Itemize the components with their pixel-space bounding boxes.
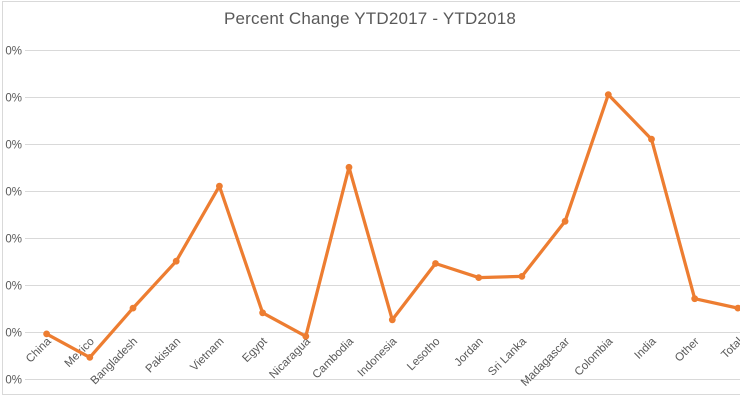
y-tick-label: 0%	[5, 187, 22, 199]
x-axis-label: Indonesia	[356, 335, 400, 379]
data-point-marker	[691, 295, 699, 303]
y-tick-label: 0%	[5, 328, 22, 340]
data-point-marker	[648, 135, 655, 143]
y-tick-label: 0%	[5, 375, 22, 387]
x-axis-label: Lesotho	[405, 336, 442, 373]
data-point-marker	[345, 163, 353, 171]
x-axis-label: Total	[719, 336, 740, 362]
x-axis-label: China	[24, 335, 54, 365]
data-point-marker	[216, 182, 223, 190]
data-point-marker	[302, 332, 310, 340]
x-axis-label: Nicaragua	[267, 335, 313, 381]
x-axis-label: Egypt	[240, 335, 270, 365]
data-point-marker	[172, 257, 180, 265]
data-point-marker	[475, 274, 483, 281]
data-point-marker	[518, 273, 526, 280]
chart-title: Percent Change YTD2017 - YTD2018	[223, 9, 517, 28]
x-axis-label: Sri Lanka	[486, 335, 529, 378]
x-axis-label: Pakistan	[144, 336, 184, 376]
y-tick-label: 0%	[5, 234, 22, 246]
data-point-marker	[604, 91, 612, 98]
x-axis-label: Vietnam	[188, 336, 226, 374]
data-point-marker	[388, 316, 396, 324]
data-point-marker	[86, 354, 94, 361]
data-point-marker	[259, 309, 266, 317]
y-tick-label: 0%	[5, 281, 22, 293]
x-axis-label: Colombia	[573, 335, 616, 378]
x-axis-label: Other	[673, 336, 702, 365]
data-point-marker	[43, 330, 50, 338]
y-tick-label: 0%	[5, 93, 22, 105]
y-tick-label: 0%	[5, 140, 22, 152]
data-point-marker	[129, 304, 137, 312]
x-axis-label: India	[633, 335, 660, 362]
y-tick-label: 0%	[5, 46, 22, 58]
x-axis-label: Jordan	[452, 336, 485, 369]
data-point-marker	[432, 260, 439, 267]
data-point-marker	[561, 217, 569, 225]
data-point-marker	[734, 304, 740, 312]
x-axis-label: Cambodia	[311, 335, 357, 381]
